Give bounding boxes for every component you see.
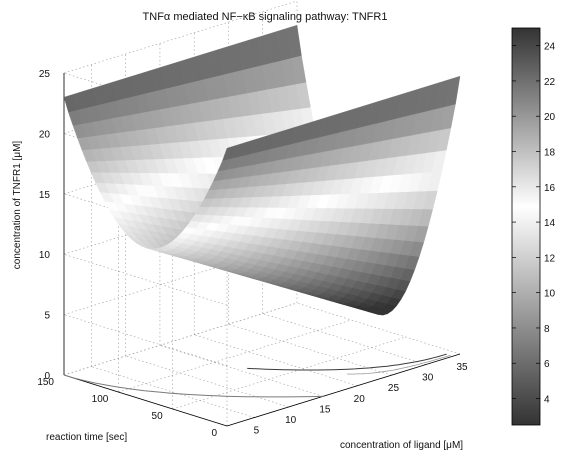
grid-floor-x-6	[296, 302, 461, 355]
contour-3	[346, 354, 451, 375]
cb-label-14: 14	[544, 218, 556, 229]
z-tick-0: 0	[44, 371, 50, 382]
x-axis-line	[226, 353, 461, 427]
x-tick-30: 30	[422, 373, 434, 384]
z-axis-label: concentration of TNFR1 [μM]	[12, 141, 23, 270]
grid-floor-x-3	[194, 334, 358, 387]
grid-back-z-1	[63, 242, 298, 315]
cb-label-10: 10	[544, 289, 556, 300]
cb-label-20: 20	[544, 112, 556, 123]
x-tick-5: 5	[254, 426, 260, 437]
x-tick-15: 15	[319, 404, 331, 415]
cb-label-8: 8	[544, 324, 550, 335]
grid-floor-y-1	[172, 336, 406, 410]
axes	[63, 73, 461, 427]
y-tick-150: 150	[37, 377, 54, 388]
cb-label-22: 22	[544, 77, 556, 88]
y-tick-0: 0	[211, 428, 217, 439]
colorbar: 4 6 8 10 12 14 16 18 20 22 24	[511, 27, 556, 426]
grid-back-z-0	[63, 302, 298, 376]
grid-left-z-2	[63, 253, 228, 306]
grid-floor-y-2	[118, 319, 352, 393]
colorbar-ticks: 4 6 8 10 12 14 16 18 20 22 24	[512, 42, 556, 406]
surface-face-23-0	[445, 75, 461, 107]
z-tick-15: 15	[39, 190, 51, 201]
contour-1	[63, 374, 323, 398]
cb-label-6: 6	[544, 359, 550, 370]
chart-title: TNFα mediated NF−κB signaling pathway: T…	[143, 11, 388, 23]
surface	[63, 24, 461, 316]
y-axis-line	[63, 374, 228, 427]
y-tick-50: 50	[152, 411, 164, 422]
cb-label-12: 12	[544, 253, 556, 264]
y-axis-label: reaction time [sec]	[46, 432, 127, 443]
cb-label-18: 18	[544, 148, 556, 159]
x-tick-25: 25	[388, 383, 400, 394]
cb-label-16: 16	[544, 183, 556, 194]
grid-floor-x-5	[262, 313, 426, 365]
z-tick-10: 10	[39, 250, 51, 261]
z-tick-5: 5	[44, 311, 50, 322]
x-axis-label: concentration of ligand [μM]	[340, 440, 463, 451]
y-tick-100: 100	[92, 394, 109, 405]
z-tick-20: 20	[39, 129, 51, 140]
grid-left-z-1	[63, 314, 228, 366]
contour-2	[247, 353, 447, 371]
grid-floor-x-1	[125, 355, 289, 408]
cb-label-4: 4	[544, 395, 550, 406]
x-tick-35: 35	[456, 362, 468, 373]
grid-floor-x-2	[159, 345, 324, 397]
z-tick-25: 25	[39, 69, 51, 80]
grid-floor-x-4	[228, 323, 392, 376]
grid-back-z-2	[63, 181, 298, 255]
x-tick-10: 10	[285, 415, 297, 426]
cb-label-24: 24	[544, 42, 556, 53]
grid-back-z-5	[63, 0, 298, 74]
x-tick-20: 20	[354, 394, 366, 405]
floor-contours	[63, 353, 451, 398]
colorbar-gradient	[511, 27, 541, 426]
